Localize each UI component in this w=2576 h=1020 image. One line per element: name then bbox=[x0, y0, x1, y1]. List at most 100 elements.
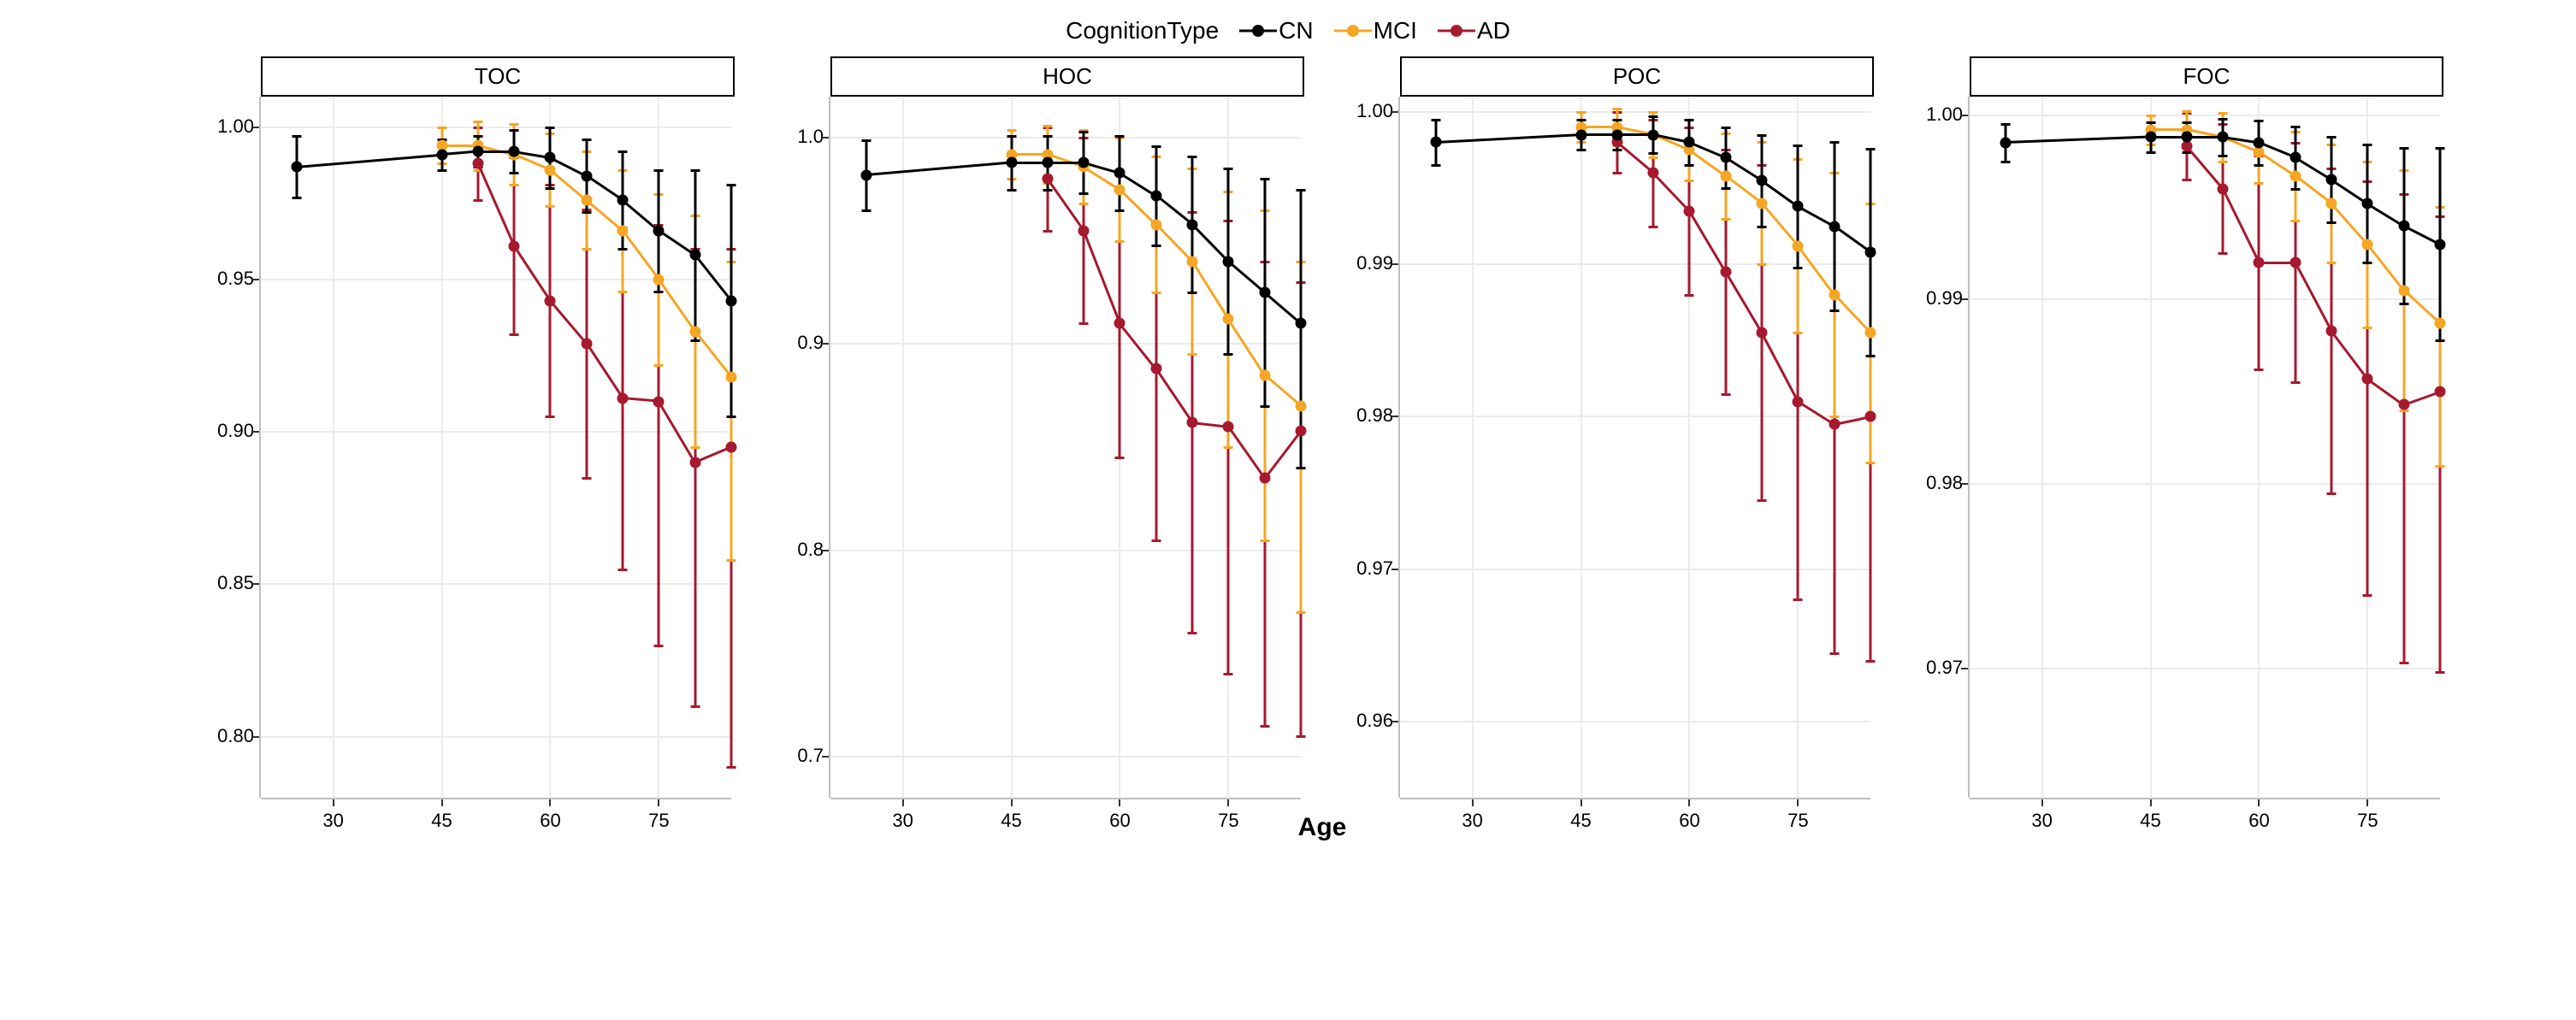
data-point bbox=[472, 146, 483, 157]
y-tick-label: 0.97 bbox=[1926, 657, 1963, 679]
x-tick-label: 60 bbox=[1679, 810, 1699, 832]
data-point bbox=[1259, 287, 1270, 298]
y-tick-label: 0.99 bbox=[1356, 252, 1393, 274]
data-point bbox=[2000, 137, 2012, 148]
series-line bbox=[2186, 145, 2224, 190]
x-tick-label: 45 bbox=[1001, 810, 1021, 832]
data-point bbox=[2435, 239, 2446, 250]
data-point bbox=[617, 225, 629, 236]
data-point bbox=[2398, 285, 2409, 296]
data-point bbox=[1296, 318, 1307, 329]
series-line bbox=[1797, 245, 1835, 296]
series-line bbox=[2331, 203, 2369, 245]
data-point bbox=[2398, 221, 2409, 232]
data-point bbox=[1648, 168, 1659, 179]
strip-label: FOC bbox=[1970, 56, 2443, 97]
series-line bbox=[1263, 430, 1302, 479]
data-point bbox=[1223, 256, 1234, 267]
data-point bbox=[292, 162, 303, 173]
data-point bbox=[1259, 473, 1270, 484]
x-tick-label: 75 bbox=[1218, 810, 1238, 832]
data-point bbox=[1793, 201, 1804, 212]
data-point bbox=[1611, 129, 1622, 140]
panels-row: 1.000.950.900.850.80TOC304560751.00.90.8… bbox=[201, 56, 2443, 798]
legend-label-mci: MCI bbox=[1374, 17, 1417, 44]
legend-item-cn: CN bbox=[1239, 17, 1313, 44]
data-point bbox=[1793, 240, 1804, 251]
data-point bbox=[689, 326, 700, 337]
series-line bbox=[1227, 319, 1266, 376]
data-point bbox=[1114, 168, 1126, 179]
x-tick-label: 45 bbox=[1570, 810, 1591, 832]
data-point bbox=[2362, 239, 2373, 250]
data-point bbox=[545, 164, 556, 175]
legend-label-ad: AD bbox=[1477, 17, 1510, 44]
data-point bbox=[436, 149, 447, 160]
series-line bbox=[1155, 368, 1194, 423]
data-point bbox=[1684, 205, 1695, 216]
data-point bbox=[2326, 198, 2337, 209]
data-point bbox=[2398, 399, 2409, 410]
data-point bbox=[1720, 170, 1731, 181]
series-line bbox=[2294, 262, 2332, 332]
x-axis-title: Age bbox=[201, 813, 2443, 842]
data-point bbox=[2145, 132, 2156, 143]
data-point bbox=[1575, 129, 1586, 140]
data-point bbox=[2181, 132, 2192, 143]
data-point bbox=[472, 158, 483, 169]
data-point bbox=[509, 240, 520, 251]
data-point bbox=[2435, 318, 2446, 329]
y-tick-label: 0.99 bbox=[1926, 287, 1963, 310]
panel-poc: 1.000.990.980.970.96POC30456075 bbox=[1340, 56, 1874, 798]
y-tick-label: 0.98 bbox=[1926, 472, 1963, 494]
strip-label: TOC bbox=[261, 56, 735, 97]
x-tick-label: 60 bbox=[540, 810, 560, 832]
data-point bbox=[1187, 256, 1198, 267]
swatch-mci bbox=[1334, 22, 1372, 39]
series-line bbox=[2006, 136, 2150, 144]
x-tick-label: 75 bbox=[1787, 810, 1808, 832]
data-point bbox=[1078, 157, 1090, 168]
series-line bbox=[1652, 172, 1690, 212]
data-point bbox=[2218, 132, 2229, 143]
data-point bbox=[1114, 184, 1126, 195]
series-line bbox=[694, 331, 733, 378]
legend-item-mci: MCI bbox=[1334, 17, 1417, 44]
data-point bbox=[617, 392, 629, 404]
data-point bbox=[1648, 129, 1659, 140]
series-line bbox=[297, 153, 441, 168]
data-point bbox=[1187, 417, 1198, 428]
data-point bbox=[1150, 190, 1161, 201]
data-point bbox=[726, 442, 737, 453]
swatch-ad bbox=[1438, 22, 1475, 39]
data-point bbox=[1829, 221, 1840, 232]
data-point bbox=[2326, 326, 2337, 337]
y-tick-label: 0.90 bbox=[217, 420, 254, 442]
data-point bbox=[2289, 152, 2301, 163]
data-point bbox=[509, 146, 520, 157]
x-tick-label: 75 bbox=[648, 810, 669, 832]
data-point bbox=[1006, 157, 1017, 168]
data-point bbox=[726, 372, 737, 383]
series-line bbox=[1191, 261, 1230, 320]
series-line bbox=[513, 245, 552, 302]
y-tick-label: 0.9 bbox=[797, 332, 824, 354]
data-point bbox=[1793, 396, 1804, 407]
x-tick-label: 45 bbox=[2140, 810, 2160, 832]
data-point bbox=[1042, 174, 1053, 185]
data-point bbox=[653, 274, 665, 285]
data-point bbox=[1114, 318, 1126, 329]
x-tick-label: 45 bbox=[431, 810, 452, 832]
figure: CognitionType CN MCI AD Median of occpan… bbox=[17, 17, 2559, 842]
data-point bbox=[1757, 327, 1768, 339]
data-point bbox=[1865, 411, 1876, 422]
data-point bbox=[1720, 152, 1731, 163]
plot-area: 30456075 bbox=[830, 97, 1301, 798]
x-tick-label: 30 bbox=[1462, 810, 1482, 832]
x-tick-label: 30 bbox=[892, 810, 913, 832]
data-point bbox=[1223, 421, 1234, 432]
panel-hoc: 1.00.90.80.7HOC30456075 bbox=[771, 56, 1304, 798]
data-point bbox=[1150, 219, 1161, 230]
x-tick-label: 60 bbox=[1109, 810, 1130, 832]
series-line bbox=[622, 230, 660, 280]
